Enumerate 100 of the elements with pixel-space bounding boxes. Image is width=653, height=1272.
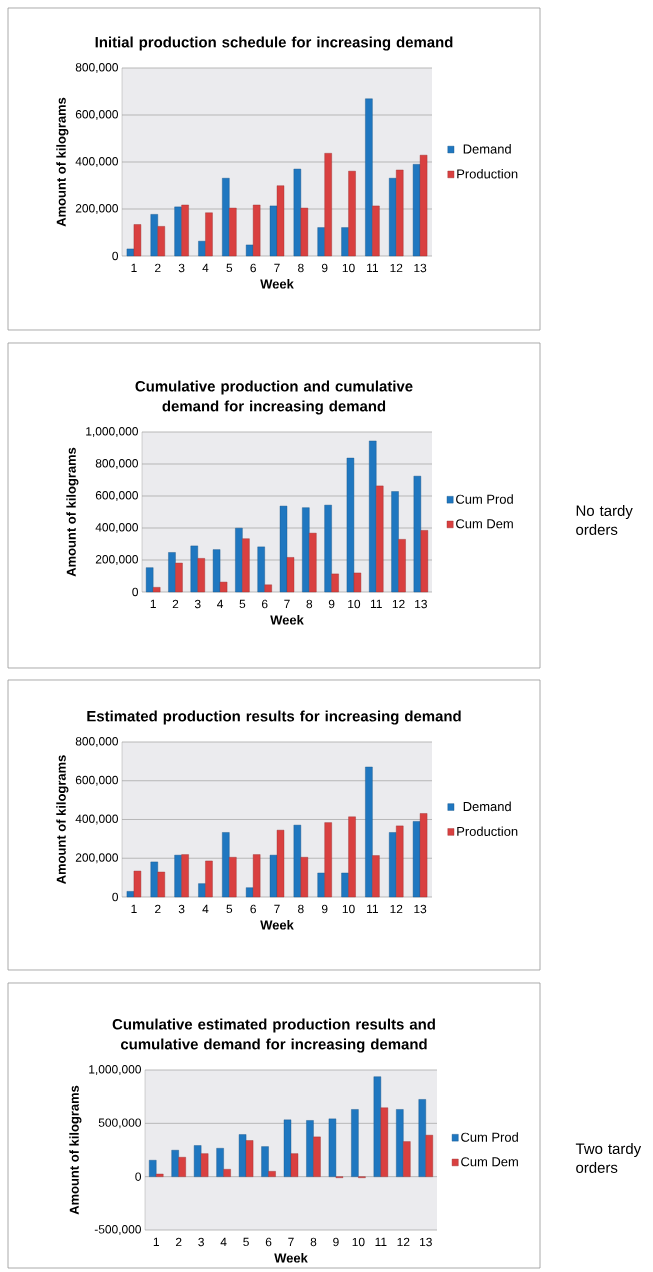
bar (198, 240, 206, 257)
chart-title: Estimated production results for increasing demand (87, 710, 461, 725)
y-tick-label: 600,000 (75, 110, 119, 120)
bar (269, 854, 278, 898)
x-tick-label: 1 (131, 263, 137, 272)
bar (391, 491, 399, 593)
x-tick-label: 8 (310, 1237, 317, 1247)
bar (171, 1150, 179, 1177)
y-tick-label: 0 (112, 892, 119, 902)
y-tick-label: 400,000 (95, 523, 139, 533)
x-tick-label: 4 (202, 263, 209, 272)
legend-label: Demand (463, 144, 511, 154)
bar (181, 854, 189, 898)
bar (245, 887, 254, 898)
bar (205, 860, 213, 898)
legend-label: Cum Prod (461, 1132, 518, 1142)
x-tick-label: 6 (250, 904, 256, 914)
bar (150, 214, 158, 257)
bar (174, 854, 182, 898)
bar (229, 207, 237, 257)
bar (150, 861, 158, 898)
bar (293, 824, 302, 898)
bar (276, 829, 285, 898)
bar (229, 857, 237, 898)
x-tick-label: 6 (261, 599, 268, 609)
bar (351, 1109, 359, 1177)
bar (190, 545, 198, 593)
bar (205, 212, 213, 257)
bar (300, 857, 309, 898)
bar (193, 1145, 202, 1177)
x-tick-label: 2 (175, 1237, 182, 1247)
legend-label: Production (457, 826, 518, 836)
x-tick-label: 2 (155, 263, 161, 273)
x-tick-label: 10 (352, 1237, 365, 1247)
x-tick-label: 5 (243, 1237, 249, 1247)
x-tick-label: 2 (172, 599, 179, 609)
x-tick-label: 4 (220, 1237, 227, 1246)
bar (168, 552, 176, 593)
x-tick-label: 9 (333, 1237, 339, 1247)
bar (268, 1171, 276, 1177)
y-tick-label: 500,000 (98, 1118, 142, 1129)
text: Two tardy orders (575, 1143, 642, 1173)
x-tick-label: 11 (367, 904, 379, 913)
bar (365, 766, 373, 898)
bar (353, 572, 362, 593)
bar (369, 440, 377, 593)
bar (219, 581, 228, 593)
y-tick-label: 0 (112, 251, 119, 261)
bar (396, 1109, 404, 1177)
bar (261, 1146, 269, 1177)
y-tick-label: 0 (132, 587, 139, 597)
bar (418, 1099, 426, 1177)
bar (398, 539, 406, 593)
x-tick-label: 13 (420, 1237, 432, 1247)
x-tick-label: 8 (298, 904, 304, 914)
x-tick-label: 5 (226, 263, 233, 273)
x-tick-label: 4 (217, 599, 224, 608)
text: No tardy orders (576, 505, 633, 535)
x-tick-label: 1 (150, 599, 156, 608)
y-tick-label: 1,000,000 (86, 427, 139, 437)
bar (412, 164, 421, 257)
legend-label: Cum Dem (456, 519, 513, 529)
y-axis-title: Amount of kilograms (66, 447, 79, 577)
x-tick-label: 12 (390, 904, 403, 914)
bar (235, 527, 243, 593)
bar (420, 530, 429, 593)
bar (328, 1118, 337, 1177)
x-tick-label: 13 (414, 904, 427, 914)
legend-label: Demand (463, 801, 511, 812)
bar (313, 1136, 321, 1177)
x-tick-label: 11 (375, 1237, 387, 1246)
bar (324, 153, 332, 257)
y-tick-label: 600,000 (75, 775, 119, 786)
x-axis-title: Week (260, 920, 294, 930)
x-tick-label: 10 (342, 904, 355, 914)
y-axis-title: Amount of kilograms (56, 755, 69, 884)
x-tick-label: 6 (265, 1237, 272, 1247)
bar (396, 825, 404, 898)
bar (212, 549, 221, 593)
bar (133, 870, 142, 898)
bar (222, 832, 230, 898)
bar (269, 205, 278, 257)
x-tick-label: 3 (178, 904, 185, 914)
bar (372, 205, 380, 257)
y-tick-label: 600,000 (95, 491, 139, 501)
bar (419, 813, 428, 898)
y-tick-label: 200,000 (75, 204, 119, 214)
bar (324, 504, 332, 593)
x-tick-label: 10 (342, 263, 355, 273)
bar (238, 1134, 247, 1177)
legend-label: Cum Dem (461, 1157, 518, 1167)
bar (222, 178, 230, 257)
y-tick-label: 1,000,000 (89, 1065, 142, 1075)
x-tick-label: 5 (226, 904, 233, 914)
y-tick-label: 0 (135, 1172, 142, 1181)
bar (197, 558, 205, 593)
x-tick-label: 2 (155, 904, 161, 914)
x-tick-label: 8 (306, 599, 313, 609)
bar (276, 185, 285, 257)
bar (376, 485, 384, 593)
